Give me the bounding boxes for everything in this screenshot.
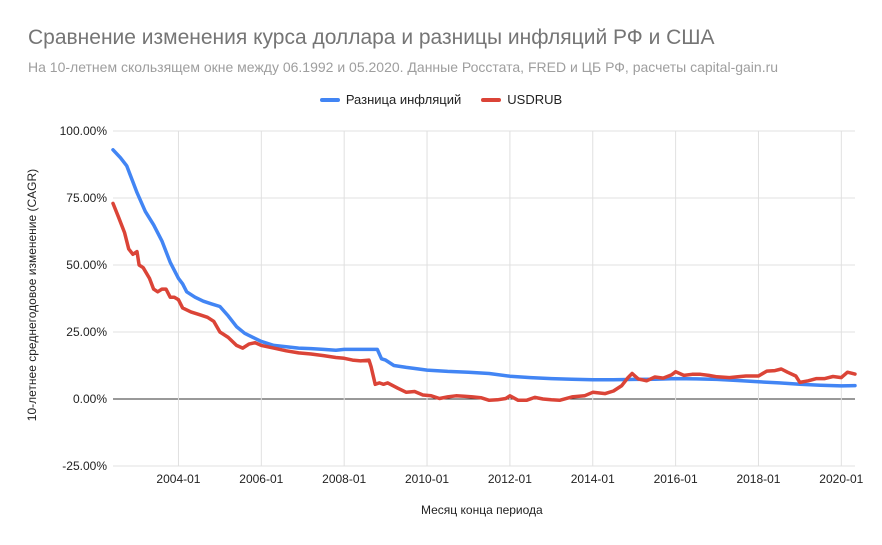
x-tick-label: 2010-01 <box>405 472 449 486</box>
legend-swatch-usdrub <box>481 97 502 102</box>
legend-label-inflation: Разница инфляций <box>345 92 462 107</box>
x-tick-label: 2012-01 <box>488 472 532 486</box>
legend-item-inflation: Разница инфляций <box>319 92 462 107</box>
x-tick-label: 2008-01 <box>322 472 366 486</box>
chart-legend: Разница инфляций USDRUB <box>0 92 882 107</box>
y-tick-label: 25.00% <box>66 325 107 339</box>
y-tick-label: 100.00% <box>60 124 108 138</box>
legend-item-usdrub: USDRUB <box>481 92 562 107</box>
legend-label-usdrub: USDRUB <box>507 92 563 107</box>
x-tick-label: 2018-01 <box>736 472 780 486</box>
x-tick-label: 2014-01 <box>571 472 615 486</box>
series-line-inflation-diff <box>111 148 857 388</box>
y-tick-label: 0.00% <box>73 392 107 406</box>
series-line-usdrub <box>111 201 857 403</box>
y-tick-label: -25.00% <box>62 459 107 473</box>
x-tick-label: 2020-01 <box>819 472 863 486</box>
chart-title: Сравнение изменения курса доллара и разн… <box>28 26 715 49</box>
chart-subtitle: На 10-летнем скользящем окне между 06.19… <box>28 59 779 75</box>
y-tick-label: 50.00% <box>66 258 107 272</box>
y-axis-label: 10-летнее среднегодовое изменение (CAGR) <box>25 168 39 422</box>
x-tick-label: 2006-01 <box>239 472 283 486</box>
y-tick-label: 75.00% <box>66 191 107 205</box>
x-tick-label: 2004-01 <box>156 472 200 486</box>
legend-swatch-inflation <box>319 97 340 102</box>
x-tick-label: 2016-01 <box>654 472 698 486</box>
x-axis-label: Месяц конца периода <box>421 503 543 517</box>
